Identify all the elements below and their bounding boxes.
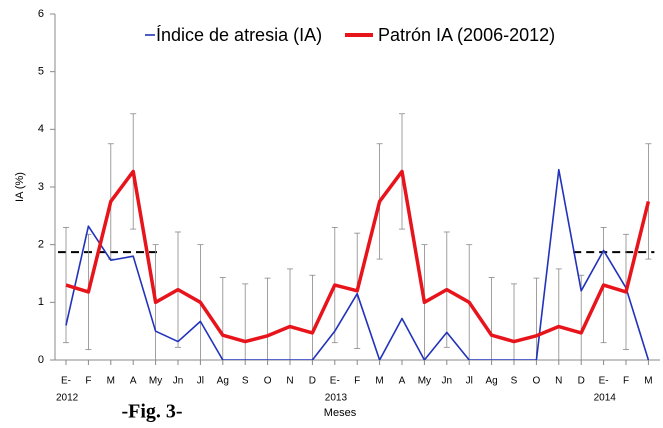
x-tick-label: E- <box>61 376 71 387</box>
series-line <box>65 168 650 360</box>
y-tick-label: 0 <box>38 354 44 366</box>
y-tick-label: 5 <box>38 66 44 78</box>
x-tick-label: Ag <box>485 376 497 387</box>
x-tick-label: O <box>264 376 272 387</box>
legend-label: Índice de atresia (IA) <box>156 25 322 45</box>
y-tick-label: 3 <box>38 181 44 193</box>
y-tick-label: 2 <box>38 239 44 251</box>
x-tick-label: Ag <box>217 376 229 387</box>
x-tick-label: S <box>511 376 518 387</box>
x-tick-label: Jl <box>197 376 204 387</box>
y-axis-label: IA (%) <box>14 172 26 202</box>
x-tick-label: My <box>418 376 431 387</box>
x-tick-label: F <box>85 376 91 387</box>
x-tick-label: M <box>107 376 115 387</box>
x-tick-label: My <box>149 376 162 387</box>
caption: -Fig. 3- <box>121 401 182 423</box>
x-tick-label: Jl <box>466 376 473 387</box>
y-tick-label: 1 <box>38 296 44 308</box>
series-line <box>65 169 651 344</box>
x-axis-label: Meses <box>324 407 357 419</box>
year-label: 2013 <box>325 393 348 404</box>
x-tick-label: A <box>130 376 137 387</box>
x-tick-label: O <box>533 376 541 387</box>
y-tick-label: 6 <box>38 8 44 20</box>
x-tick-label: A <box>399 376 406 387</box>
plot <box>58 113 655 360</box>
x-tick-label: N <box>555 376 562 387</box>
x-tick-label: S <box>242 376 249 387</box>
x-tick-label: E- <box>330 376 340 387</box>
year-label: 2014 <box>594 393 617 404</box>
x-tick-label: D <box>578 376 585 387</box>
x-tick-label: Jn <box>442 376 453 387</box>
x-tick-label: D <box>309 376 316 387</box>
x-tick-label: N <box>286 376 293 387</box>
x-tick-label: Jn <box>173 376 184 387</box>
x-tick-label: M <box>644 376 652 387</box>
x-tick-label: E- <box>599 376 609 387</box>
x-tick-label: F <box>623 376 629 387</box>
x-tick-label: M <box>375 376 383 387</box>
x-tick-label: F <box>354 376 360 387</box>
legend-label: Patrón IA (2006-2012) <box>378 25 555 45</box>
year-label: 2012 <box>56 393 79 404</box>
y-tick-label: 4 <box>38 123 44 135</box>
